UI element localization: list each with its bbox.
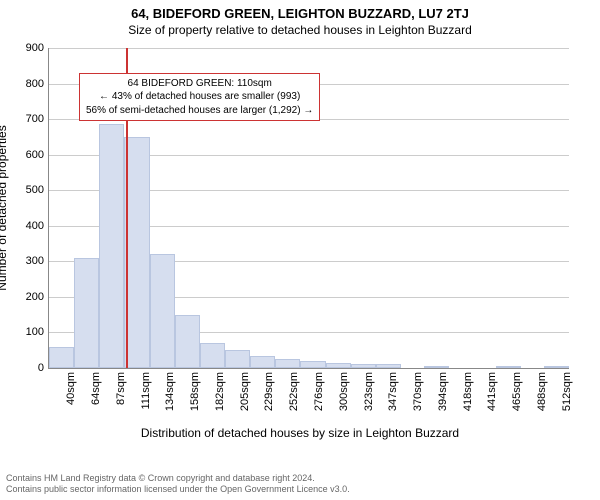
histogram-bar [275,359,300,368]
histogram-bar [544,366,569,368]
footer-line-2: Contains public sector information licen… [6,484,350,496]
chart-subtitle: Size of property relative to detached ho… [0,21,600,37]
y-tick: 0 [38,362,44,374]
x-tick: 394sqm [437,372,449,411]
x-tick: 111sqm [140,372,152,410]
y-tick: 300 [26,255,44,267]
x-tick: 441sqm [486,372,498,411]
x-tick: 64sqm [90,372,102,405]
x-tick: 276sqm [313,372,325,411]
histogram-bar [175,315,200,368]
footer-line-1: Contains HM Land Registry data © Crown c… [6,473,350,485]
plot-area: 64 BIDEFORD GREEN: 110sqm ← 43% of detac… [48,48,569,369]
callout-line-3: 56% of semi-detached houses are larger (… [86,104,313,118]
histogram-bar [300,361,325,368]
chart-container: { "chart": { "type": "histogram", "title… [0,0,600,500]
x-tick: 40sqm [65,372,77,405]
callout-line-1: 64 BIDEFORD GREEN: 110sqm [86,77,313,91]
histogram-bar [225,350,250,368]
x-axis-title: Distribution of detached houses by size … [0,426,600,440]
y-tick: 800 [26,78,44,90]
histogram-bar [376,364,401,368]
y-tick: 100 [26,326,44,338]
y-tick: 500 [26,184,44,196]
x-tick: 488sqm [536,372,548,411]
x-tick: 252sqm [288,372,300,411]
x-tick: 182sqm [214,372,226,411]
y-tick: 200 [26,291,44,303]
histogram-bar [124,137,149,368]
y-tick: 700 [26,113,44,125]
x-tick: 229sqm [263,372,275,411]
histogram-bar [74,258,99,368]
histogram-bar [351,364,376,368]
histogram-bar [424,366,449,368]
callout-line-2: ← 43% of detached houses are smaller (99… [86,90,313,104]
x-tick: 300sqm [338,372,350,411]
x-tick: 370sqm [412,372,424,411]
histogram-bar [200,343,225,368]
chart-plot-outer: Number of detached properties 0100200300… [0,48,569,368]
x-tick: 205sqm [239,372,251,411]
histogram-bar [99,124,124,368]
x-tick: 347sqm [387,372,399,411]
x-tick: 512sqm [561,372,573,411]
histogram-bar [496,366,521,368]
x-tick: 87sqm [115,372,127,405]
highlight-callout: 64 BIDEFORD GREEN: 110sqm ← 43% of detac… [79,73,320,122]
x-tick: 465sqm [511,372,523,411]
histogram-bar [250,356,275,368]
x-tick: 158sqm [189,372,201,411]
histogram-bar [150,254,175,368]
histogram-bar [49,347,74,368]
x-tick: 418sqm [462,372,474,411]
chart-title: 64, BIDEFORD GREEN, LEIGHTON BUZZARD, LU… [0,0,600,21]
y-tick: 400 [26,220,44,232]
y-tick: 600 [26,149,44,161]
x-tick: 134sqm [164,372,176,411]
attribution-footer: Contains HM Land Registry data © Crown c… [6,473,350,496]
y-axis-label: Number of detached properties [0,125,9,290]
histogram-bar [326,363,351,368]
y-axis-label-wrap: Number of detached properties [0,48,18,368]
y-tick: 900 [26,42,44,54]
x-tick: 323sqm [363,372,375,411]
y-axis-ticks: 0100200300400500600700800900 [18,48,48,368]
